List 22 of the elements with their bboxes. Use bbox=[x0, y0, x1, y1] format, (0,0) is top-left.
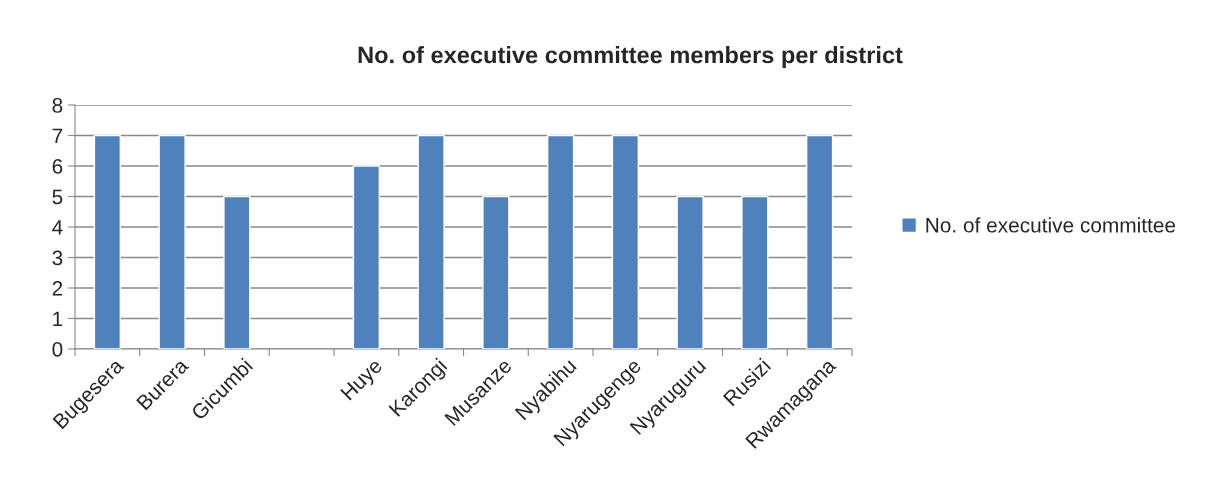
bar bbox=[93, 134, 122, 349]
y-tick-label: 0 bbox=[52, 342, 63, 357]
y-tick-label: 5 bbox=[52, 189, 63, 205]
bar bbox=[805, 134, 834, 349]
bar bbox=[741, 195, 769, 349]
bar bbox=[158, 134, 186, 349]
y-tick-label: 3 bbox=[52, 250, 63, 266]
y-tick-label: 4 bbox=[52, 220, 63, 235]
y-tick-label: 1 bbox=[53, 311, 63, 327]
y-tick-label: 8 bbox=[52, 98, 63, 113]
legend-label: No. of executive committee bbox=[926, 217, 1176, 233]
y-tick-label: 2 bbox=[52, 281, 63, 296]
bar bbox=[223, 195, 251, 349]
bar bbox=[611, 134, 640, 349]
bar bbox=[546, 134, 575, 349]
y-tick-label: 7 bbox=[52, 128, 63, 144]
bar bbox=[482, 195, 510, 349]
y-tick-label: 6 bbox=[52, 159, 63, 174]
bar bbox=[352, 165, 381, 349]
bar bbox=[676, 195, 704, 349]
bar bbox=[417, 134, 445, 349]
chart-title: No. of executive committee members per district bbox=[358, 46, 903, 68]
